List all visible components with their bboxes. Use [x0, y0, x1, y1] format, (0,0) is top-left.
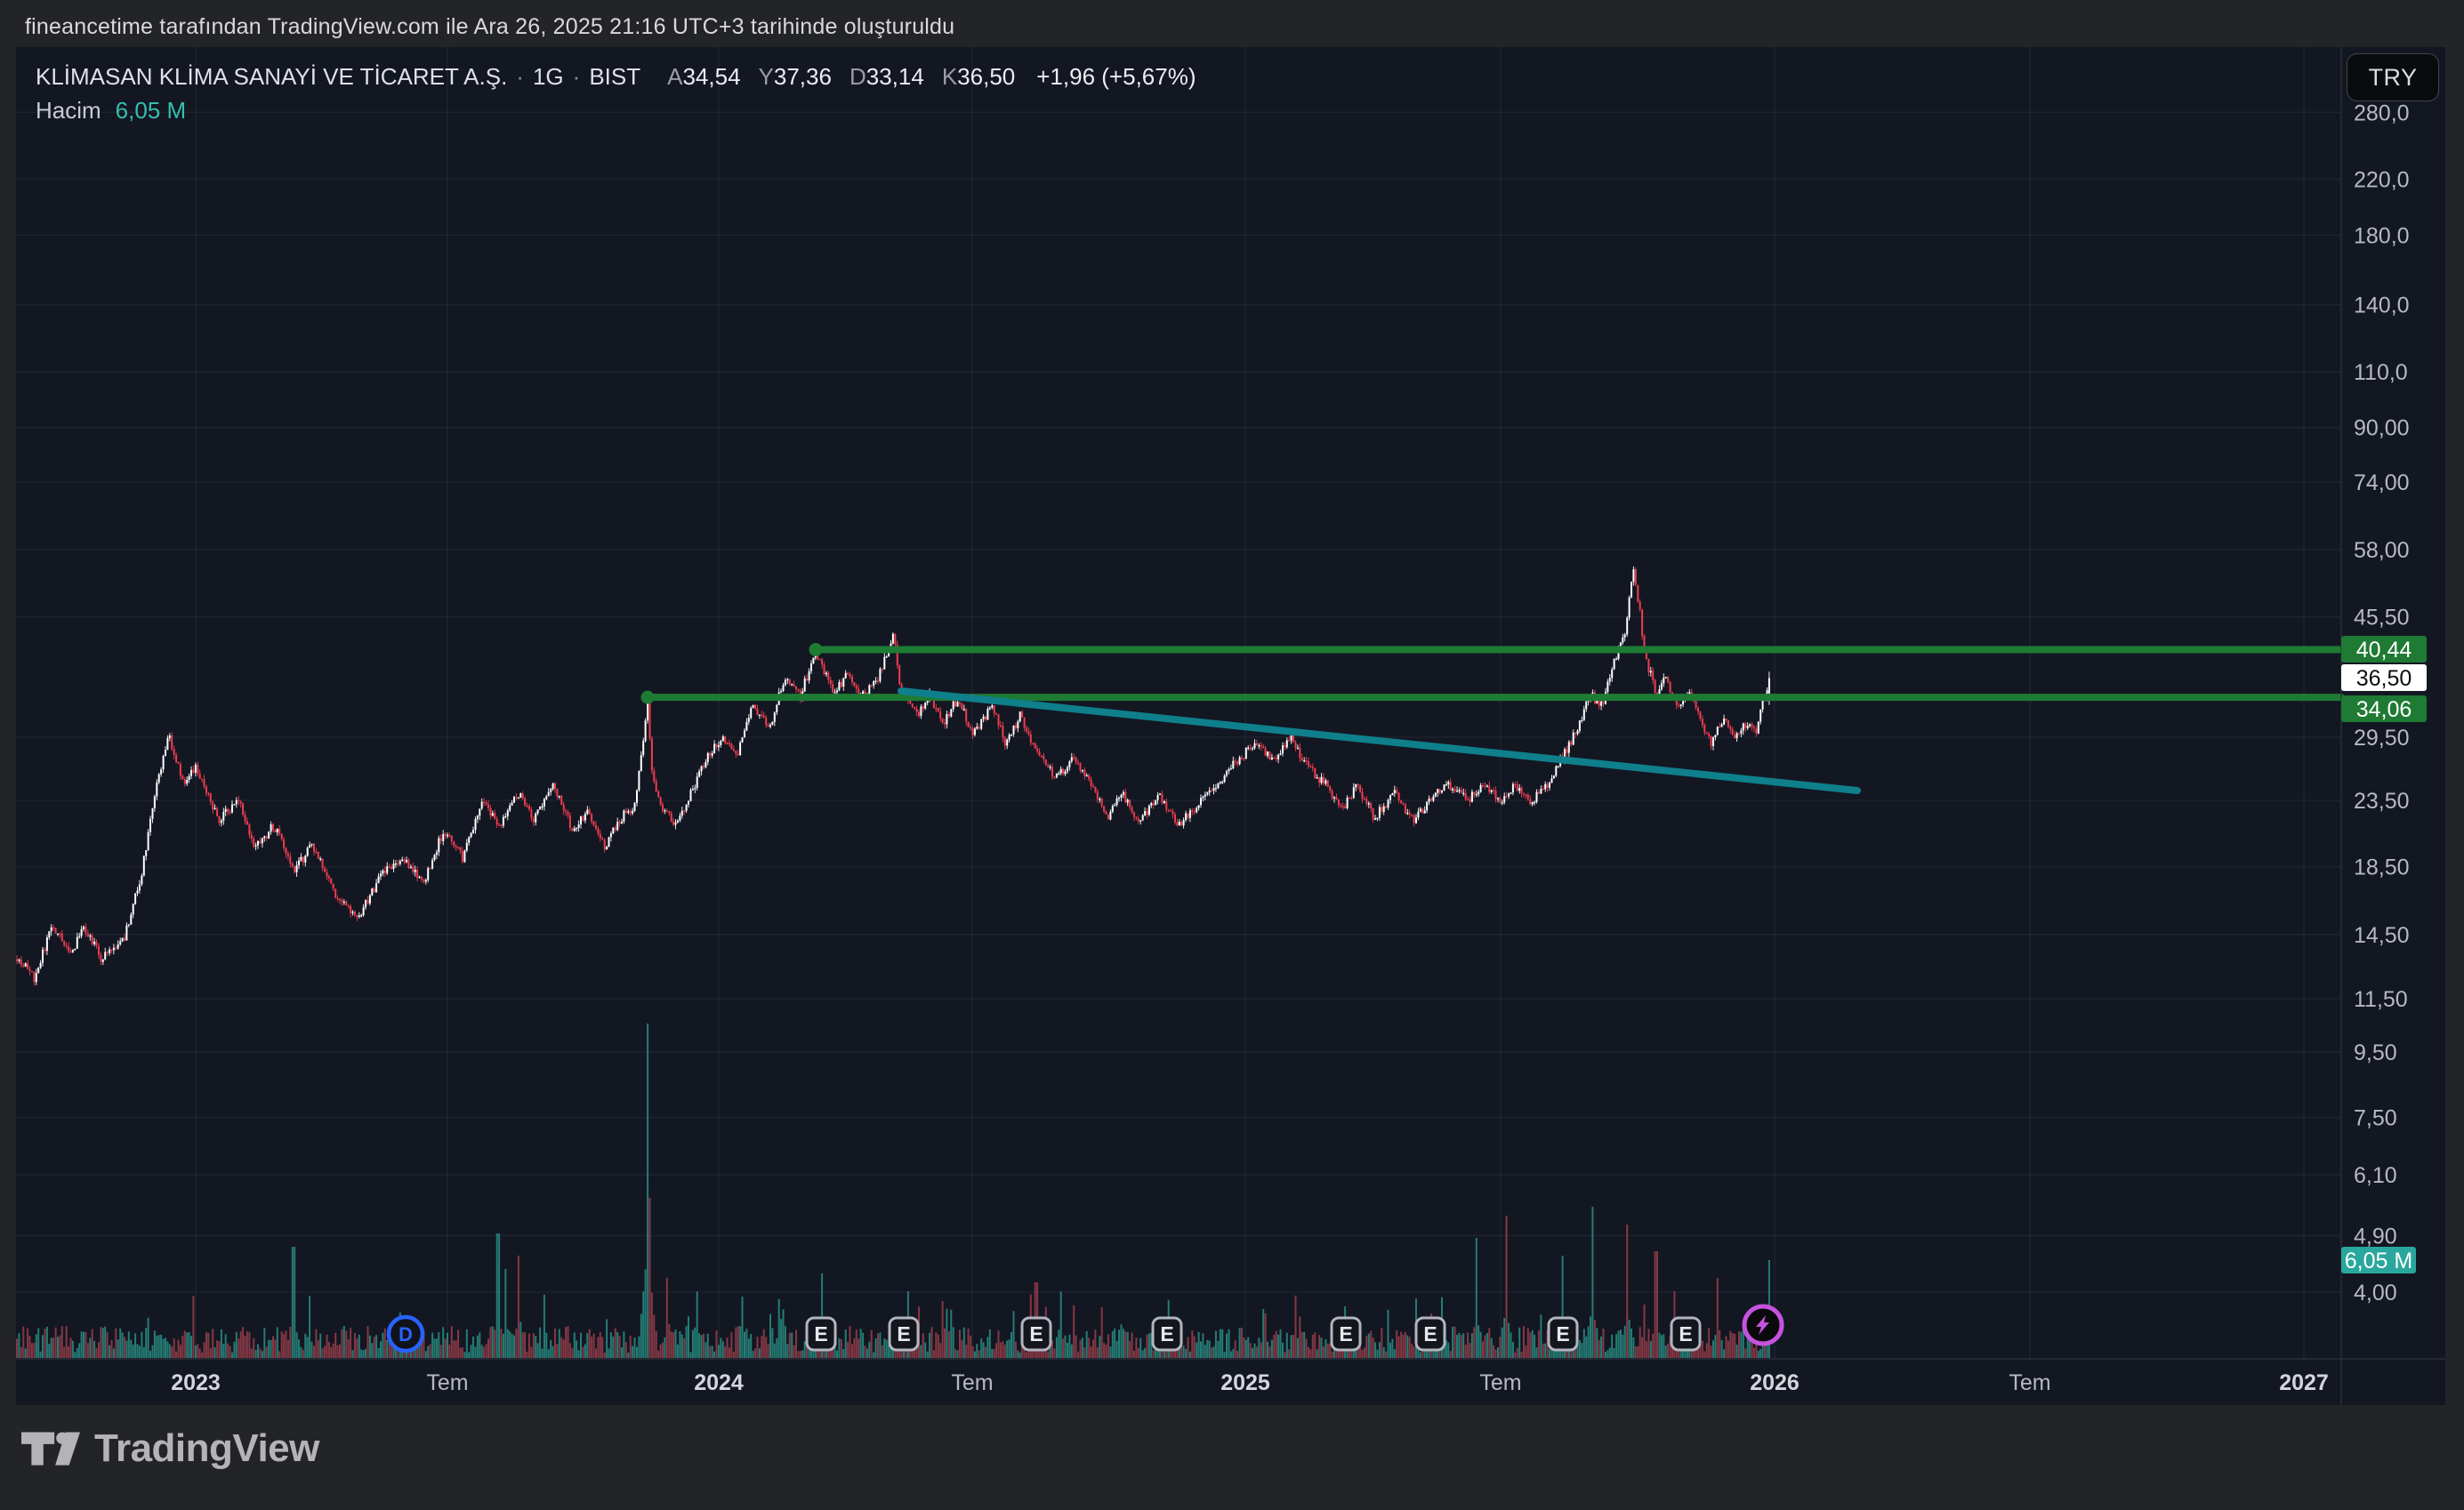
price-tick-label: 14,50 — [2354, 923, 2410, 948]
price-tick-label: 220,0 — [2354, 168, 2410, 193]
high-value: 37,36 — [773, 63, 832, 90]
earnings-marker[interactable]: E — [805, 1316, 837, 1352]
time-tick-label: Tem — [951, 1370, 993, 1395]
price-axis-badge: 40,44 — [2341, 636, 2427, 663]
symbol-title[interactable]: KLİMASAN KLİMA SANAYİ VE TİCARET A.Ş. — [36, 63, 508, 90]
tradingview-logo-icon — [21, 1432, 80, 1466]
time-axis[interactable]: 2023 Tem 2024 Tem 2025 Tem 2026 Tem 2027 — [171, 1370, 2329, 1395]
low-label: D — [849, 63, 866, 90]
low-value: 33,14 — [866, 63, 924, 90]
price-tick-label: 9,50 — [2354, 1040, 2397, 1065]
time-tick-label: Tem — [426, 1370, 468, 1395]
time-tick-label: 2026 — [1750, 1370, 1800, 1395]
price-axis-badge: 34,06 — [2341, 695, 2427, 722]
time-tick-label: 2027 — [2279, 1370, 2329, 1395]
price-tick-label: 6,10 — [2354, 1163, 2397, 1188]
attribution-text: fineancetime tarafından TradingView.com … — [25, 14, 955, 39]
high-label: Y — [758, 63, 774, 90]
earnings-marker[interactable]: E — [1151, 1316, 1183, 1352]
chart-widget: D E E E E E E E E 280,0 220,0 180,0 140,0 110,0 90,00 7… — [16, 47, 2445, 1405]
price-tick-label: 23,50 — [2354, 789, 2410, 814]
volume-legend: Hacim 6,05 M — [36, 97, 186, 124]
price-tick-label: 110,0 — [2354, 360, 2408, 385]
ray-anchor-point[interactable] — [809, 643, 823, 657]
earnings-marker[interactable]: E — [1547, 1316, 1579, 1352]
price-tick-label: 11,50 — [2354, 987, 2408, 1012]
volume-value: 6,05 M — [115, 97, 187, 124]
svg-text:E: E — [1029, 1322, 1043, 1345]
svg-text:34,06: 34,06 — [2356, 697, 2412, 722]
interval-label[interactable]: 1G — [532, 63, 564, 90]
drawings — [640, 643, 2345, 794]
time-tick-label: Tem — [1479, 1370, 1521, 1395]
price-tick-label: 58,00 — [2354, 538, 2410, 563]
change-value: +1,96 (+5,67%) — [1036, 63, 1196, 90]
svg-text:E: E — [1556, 1322, 1569, 1345]
exchange-label: BIST — [589, 63, 641, 90]
svg-text:6,05 M: 6,05 M — [2345, 1249, 2412, 1273]
price-tick-label: 7,50 — [2354, 1106, 2397, 1131]
price-tick-label: 140,0 — [2354, 293, 2410, 318]
close-label: K — [941, 63, 958, 90]
ray-anchor-point[interactable] — [640, 690, 655, 704]
svg-text:E: E — [1160, 1322, 1173, 1345]
time-tick-label: 2025 — [1220, 1370, 1270, 1395]
price-tick-label: 280,0 — [2354, 100, 2410, 125]
svg-text:E: E — [1339, 1322, 1352, 1345]
earnings-marker[interactable]: E — [1414, 1316, 1446, 1352]
tradingview-logo-text: TradingView — [94, 1426, 319, 1470]
price-tick-label: 90,00 — [2354, 416, 2410, 441]
svg-text:E: E — [1679, 1322, 1692, 1345]
svg-text:E: E — [1423, 1322, 1437, 1345]
chart-legend: KLİMASAN KLİMA SANAYİ VE TİCARET A.Ş. · 1G… — [36, 63, 1196, 91]
price-tick-label: 4,90 — [2354, 1225, 2397, 1249]
close-value: 36,50 — [957, 63, 1016, 90]
price-tick-label: 180,0 — [2354, 223, 2410, 248]
price-tick-label: 29,50 — [2354, 726, 2410, 751]
time-tick-label: 2024 — [694, 1370, 744, 1395]
earnings-marker[interactable]: E — [888, 1316, 920, 1352]
price-axis[interactable]: 280,0 220,0 180,0 140,0 110,0 90,00 74,00 58,00… — [2341, 100, 2427, 1305]
earnings-marker[interactable]: E — [1670, 1316, 1702, 1352]
grid-lines — [16, 47, 2341, 1359]
separator: · — [516, 63, 524, 90]
descending-trendline[interactable] — [898, 687, 1861, 794]
open-value: 34,54 — [682, 63, 741, 90]
svg-text:E: E — [897, 1322, 910, 1345]
open-label: A — [667, 63, 683, 90]
price-tick-label: 4,00 — [2354, 1281, 2397, 1305]
earnings-marker[interactable]: E — [1330, 1316, 1362, 1352]
time-tick-label: Tem — [2009, 1370, 2050, 1395]
svg-text:40,44: 40,44 — [2356, 638, 2412, 663]
price-axis-badge: 6,05 M — [2341, 1247, 2416, 1273]
price-tick-label: 74,00 — [2354, 470, 2410, 495]
svg-text:D: D — [399, 1323, 413, 1345]
ohlc-values: A34,54 Y37,36 D33,14 K36,50 +1,96 (+5,67%) — [667, 63, 1196, 90]
separator: · — [572, 63, 581, 90]
svg-text:E: E — [814, 1322, 827, 1345]
currency-toggle-button[interactable]: TRY — [2347, 53, 2439, 101]
dividend-marker[interactable]: D — [386, 1314, 425, 1353]
volume-label[interactable]: Hacim — [36, 97, 101, 124]
price-tick-label: 45,50 — [2354, 606, 2410, 631]
lightning-icon — [1756, 1315, 1769, 1335]
tradingview-logo[interactable]: TradingView — [21, 1426, 319, 1471]
flash-event-marker[interactable] — [1742, 1304, 1784, 1346]
price-chart-pane[interactable]: D E E E E E E E E 280,0 220,0 180,0 140,0 110,0 90,00 7… — [16, 47, 2445, 1405]
price-tick-label: 18,50 — [2354, 855, 2410, 880]
price-axis-badge: 36,50 — [2341, 664, 2427, 691]
earnings-marker[interactable]: E — [1020, 1316, 1052, 1352]
time-tick-label: 2023 — [171, 1370, 221, 1395]
svg-text:36,50: 36,50 — [2356, 666, 2412, 691]
